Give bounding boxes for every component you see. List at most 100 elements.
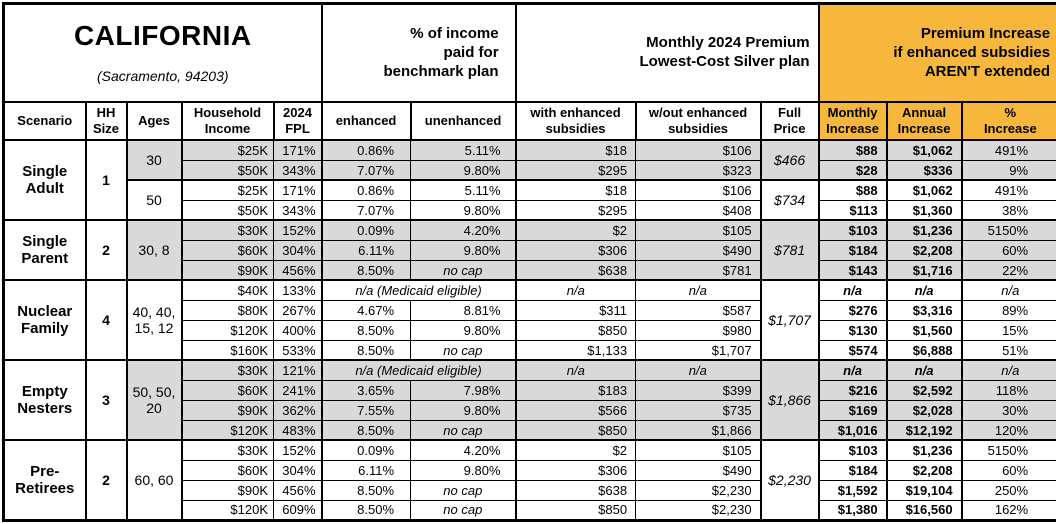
income-value: $50K	[182, 200, 274, 220]
income-value: $50K	[182, 160, 274, 180]
income-value: $25K	[182, 180, 274, 200]
fpl-value: 171%	[274, 140, 322, 160]
unenhanced-pct-value: 7.98%	[411, 380, 516, 400]
income-value: $60K	[182, 460, 274, 480]
income-value: $30K	[182, 360, 274, 380]
annual-increase-value: $6,888	[887, 340, 962, 360]
premium-with-subsidies-value: $306	[516, 460, 636, 480]
enhanced-pct-value: 8.50%	[322, 420, 411, 440]
unenhanced-pct-value: 9.80%	[411, 200, 516, 220]
premium-with-subsidies-value: $306	[516, 240, 636, 260]
fpl-value: 304%	[274, 240, 322, 260]
column-header-row: Scenario HH Size Ages Household Income 2…	[4, 102, 1056, 140]
premium-with-subsidies-value: $2	[516, 220, 636, 240]
premium-without-subsidies-value: $1,866	[636, 420, 761, 440]
monthly-increase-value: $103	[819, 440, 887, 460]
monthly-increase-value: n/a	[819, 280, 887, 300]
fpl-value: 304%	[274, 460, 322, 480]
premium-with-subsidies-value: $295	[516, 160, 636, 180]
premium-without-subsidies-value: $1,707	[636, 340, 761, 360]
col-header-full-price: Full Price	[761, 102, 819, 140]
col-header-without-enhanced-subsidies: w/out enhanced subsidies	[636, 102, 761, 140]
col-header-hh-size: HH Size	[86, 102, 127, 140]
monthly-increase-value: $113	[819, 200, 887, 220]
unenhanced-pct-value: no cap	[411, 500, 516, 520]
annual-increase-value: $16,560	[887, 500, 962, 520]
annual-increase-value: $2,592	[887, 380, 962, 400]
location-subtitle: (Sacramento, 94203)	[9, 68, 317, 85]
hh-size-value: 1	[86, 140, 127, 220]
fpl-value: 152%	[274, 220, 322, 240]
pct-increase-value: 491%	[962, 180, 1056, 200]
col-header-2024-fpl: 2024 FPL	[274, 102, 322, 140]
premium-with-subsidies-value: $850	[516, 500, 636, 520]
premium-without-subsidies-value: $399	[636, 380, 761, 400]
scenario-label: Nuclear Family	[4, 280, 86, 360]
income-value: $40K	[182, 280, 274, 300]
income-value: $120K	[182, 420, 274, 440]
enhanced-pct-value: 3.65%	[322, 380, 411, 400]
enhanced-pct-value: 7.07%	[322, 160, 411, 180]
enhanced-pct-value: 7.55%	[322, 400, 411, 420]
pct-increase-value: 51%	[962, 340, 1056, 360]
annual-increase-value: $1,360	[887, 200, 962, 220]
pct-increase-value: 5150%	[962, 440, 1056, 460]
premium-without-subsidies-value: $323	[636, 160, 761, 180]
fpl-value: 533%	[274, 340, 322, 360]
enhanced-pct-value: 8.50%	[322, 340, 411, 360]
fpl-value: 121%	[274, 360, 322, 380]
pct-increase-value: 22%	[962, 260, 1056, 280]
premium-without-subsidies-value: $490	[636, 240, 761, 260]
unenhanced-pct-value: 8.81%	[411, 300, 516, 320]
pct-increase-value: n/a	[962, 280, 1056, 300]
monthly-increase-value: $28	[819, 160, 887, 180]
scenario-label: Empty Nesters	[4, 360, 86, 440]
pct-increase-value: 120%	[962, 420, 1056, 440]
unenhanced-pct-value: 9.80%	[411, 240, 516, 260]
enhanced-pct-value: 8.50%	[322, 500, 411, 520]
monthly-increase-value: $143	[819, 260, 887, 280]
col-header-with-enhanced-subsidies: with enhanced subsidies	[516, 102, 636, 140]
unenhanced-pct-value: 9.80%	[411, 400, 516, 420]
premium-without-subsidies-value: n/a	[636, 360, 761, 380]
ages-value: 40, 40, 15, 12	[127, 280, 182, 360]
annual-increase-value: $2,208	[887, 240, 962, 260]
full-price-value: $1,866	[761, 360, 819, 440]
medicaid-eligible-note: n/a (Medicaid eligible)	[322, 360, 516, 380]
enhanced-pct-value: 8.50%	[322, 480, 411, 500]
hh-size-value: 2	[86, 220, 127, 280]
full-price-value: $781	[761, 220, 819, 280]
unenhanced-pct-value: no cap	[411, 260, 516, 280]
unenhanced-pct-value: 9.80%	[411, 460, 516, 480]
ages-value: 30, 8	[127, 220, 182, 280]
fpl-value: 343%	[274, 200, 322, 220]
hh-size-value: 2	[86, 440, 127, 520]
table-title-cell: CALIFORNIA (Sacramento, 94203)	[4, 4, 322, 103]
header-premium-increase: Premium Increase if enhanced subsidies A…	[819, 4, 1056, 103]
col-header-household-income: Household Income	[182, 102, 274, 140]
income-value: $90K	[182, 480, 274, 500]
unenhanced-pct-value: no cap	[411, 340, 516, 360]
monthly-increase-value: $169	[819, 400, 887, 420]
ages-value: 50	[127, 180, 182, 220]
premium-without-subsidies-value: $490	[636, 460, 761, 480]
col-header-scenario: Scenario	[4, 102, 86, 140]
premium-without-subsidies-value: $105	[636, 220, 761, 240]
annual-increase-value: $2,028	[887, 400, 962, 420]
income-value: $120K	[182, 320, 274, 340]
premium-without-subsidies-value: $2,230	[636, 480, 761, 500]
medicaid-eligible-note: n/a (Medicaid eligible)	[322, 280, 516, 300]
fpl-value: 171%	[274, 180, 322, 200]
pct-increase-value: 15%	[962, 320, 1056, 340]
premium-without-subsidies-value: $2,230	[636, 500, 761, 520]
fpl-value: 343%	[274, 160, 322, 180]
fpl-value: 267%	[274, 300, 322, 320]
annual-increase-value: n/a	[887, 280, 962, 300]
annual-increase-value: $1,062	[887, 180, 962, 200]
